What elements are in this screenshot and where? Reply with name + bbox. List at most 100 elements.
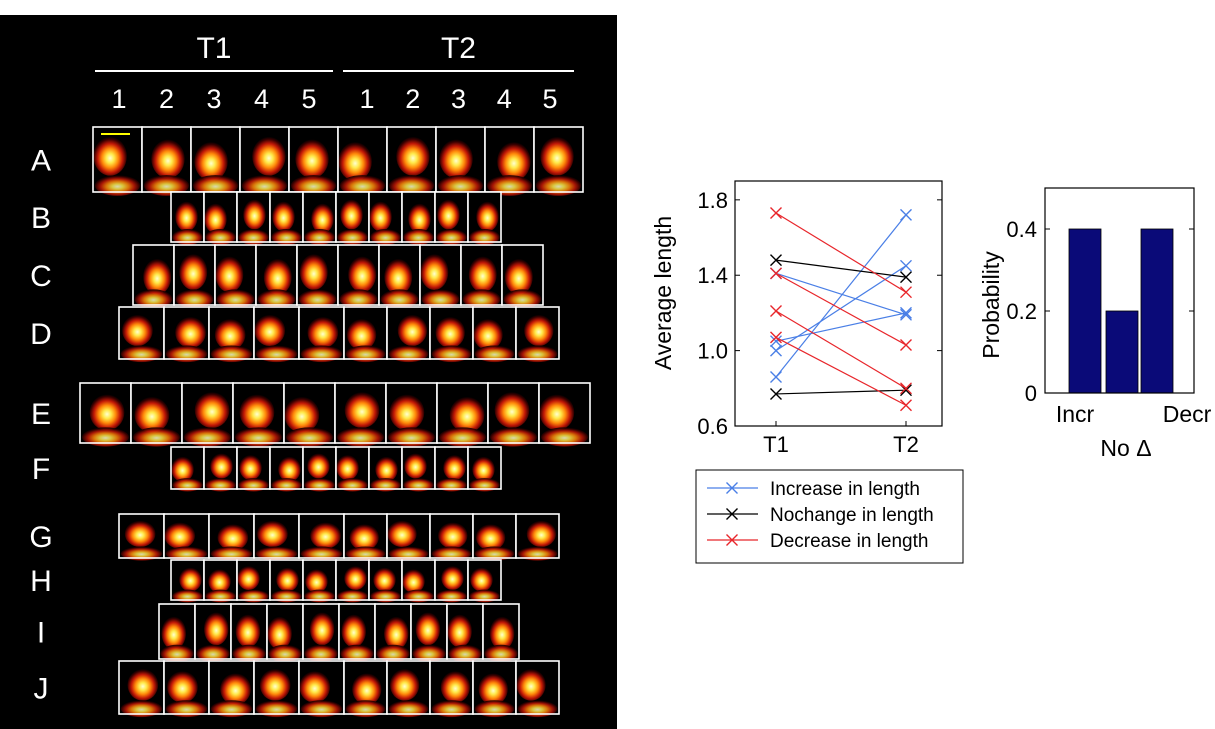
heat-base bbox=[255, 700, 298, 718]
heat-base bbox=[238, 589, 269, 603]
heat-blob bbox=[447, 614, 472, 648]
heat-base bbox=[403, 478, 434, 492]
image-frame bbox=[343, 306, 388, 363]
heat-base bbox=[290, 175, 337, 196]
legend-items: Increase in length Nochange in length Decr… bbox=[707, 479, 934, 552]
heat-blob bbox=[272, 201, 295, 232]
heat-base bbox=[82, 427, 129, 447]
row-label: C bbox=[30, 260, 52, 293]
image-frame bbox=[269, 191, 304, 245]
series-marker bbox=[900, 399, 912, 412]
series-line bbox=[775, 272, 907, 346]
image-frame bbox=[170, 191, 205, 245]
heat-blob bbox=[344, 392, 380, 428]
ytick-label: 1.4 bbox=[697, 263, 728, 288]
heat-blob bbox=[151, 139, 185, 179]
heat-blob bbox=[204, 203, 227, 234]
heat-base bbox=[304, 229, 335, 245]
heat-base bbox=[474, 345, 515, 363]
heat-blob bbox=[435, 316, 465, 349]
heat-blob bbox=[214, 318, 246, 351]
heat-blob bbox=[348, 256, 377, 293]
heat-blob bbox=[311, 203, 334, 234]
legend-box bbox=[695, 469, 964, 564]
heat-base bbox=[337, 427, 384, 447]
heat-base bbox=[268, 644, 302, 663]
heat-blob bbox=[415, 612, 441, 646]
series-line bbox=[775, 389, 907, 395]
heat-base bbox=[255, 345, 298, 363]
heat-blob bbox=[276, 567, 299, 592]
heat-base bbox=[339, 289, 378, 309]
heat-blob bbox=[504, 258, 533, 295]
column-label: 1 bbox=[111, 84, 126, 114]
column-label: 2 bbox=[159, 84, 174, 114]
image-frame bbox=[118, 306, 165, 363]
column-label: 5 bbox=[542, 84, 557, 114]
image-frame bbox=[501, 244, 544, 309]
image-row: C bbox=[30, 244, 544, 309]
image-frame bbox=[436, 382, 489, 447]
group-label: T1 bbox=[196, 32, 231, 65]
image-frame bbox=[401, 446, 436, 492]
heat-base bbox=[184, 427, 231, 447]
image-frame bbox=[410, 603, 448, 663]
image-frame bbox=[203, 446, 238, 492]
heat-base bbox=[380, 289, 419, 309]
heat-base bbox=[469, 229, 500, 245]
series-line bbox=[775, 214, 907, 378]
heat-base bbox=[503, 289, 542, 309]
heat-blob bbox=[307, 316, 339, 349]
xtick-label: T2 bbox=[893, 432, 919, 457]
heat-base bbox=[469, 478, 500, 492]
image-row: J bbox=[34, 660, 560, 718]
image-frame bbox=[386, 306, 431, 363]
image-frame bbox=[230, 603, 268, 663]
heat-base bbox=[120, 700, 163, 718]
heat-base bbox=[340, 644, 374, 663]
frame-border bbox=[538, 382, 591, 444]
heat-base bbox=[196, 644, 230, 663]
heat-base bbox=[210, 345, 253, 363]
heat-blob bbox=[489, 616, 515, 650]
heat-blob bbox=[441, 566, 464, 590]
heat-base bbox=[205, 478, 236, 492]
heat-base bbox=[172, 478, 203, 492]
image-frame bbox=[482, 603, 520, 663]
image-frame bbox=[173, 244, 216, 309]
image-row: D bbox=[30, 306, 560, 363]
heat-base bbox=[205, 229, 236, 245]
image-row: F bbox=[32, 446, 502, 492]
heat-blob bbox=[449, 396, 485, 433]
legend-label: Nochange in length bbox=[770, 505, 934, 526]
heat-blob bbox=[284, 396, 320, 433]
heat-base bbox=[271, 589, 302, 603]
frame-border bbox=[515, 306, 560, 360]
column-label: 1 bbox=[359, 84, 374, 114]
frame-border bbox=[533, 126, 584, 193]
series-marker bbox=[726, 534, 738, 546]
legend-label: Decrease in length bbox=[770, 531, 928, 552]
image-frame bbox=[269, 446, 304, 492]
heat-base bbox=[304, 589, 335, 603]
heat-blob bbox=[239, 454, 262, 481]
series-marker bbox=[770, 305, 782, 318]
row-label: J bbox=[34, 673, 49, 706]
frame-border bbox=[467, 446, 502, 490]
legend-item-decrease: Decrease in length bbox=[707, 531, 928, 552]
heat-blob bbox=[440, 671, 470, 703]
heat-base bbox=[517, 546, 558, 561]
column-label: 5 bbox=[301, 84, 316, 114]
heat-base bbox=[172, 229, 203, 245]
image-frame bbox=[141, 126, 192, 196]
heat-base bbox=[462, 289, 501, 309]
bar-chart-frame bbox=[1044, 187, 1195, 394]
heat-base bbox=[205, 589, 236, 603]
heat-blob bbox=[310, 522, 341, 549]
heat-blob bbox=[404, 453, 427, 479]
heat-base bbox=[271, 478, 302, 492]
series-line bbox=[775, 212, 907, 293]
heat-blob bbox=[299, 671, 331, 703]
heat-blob bbox=[175, 201, 198, 232]
